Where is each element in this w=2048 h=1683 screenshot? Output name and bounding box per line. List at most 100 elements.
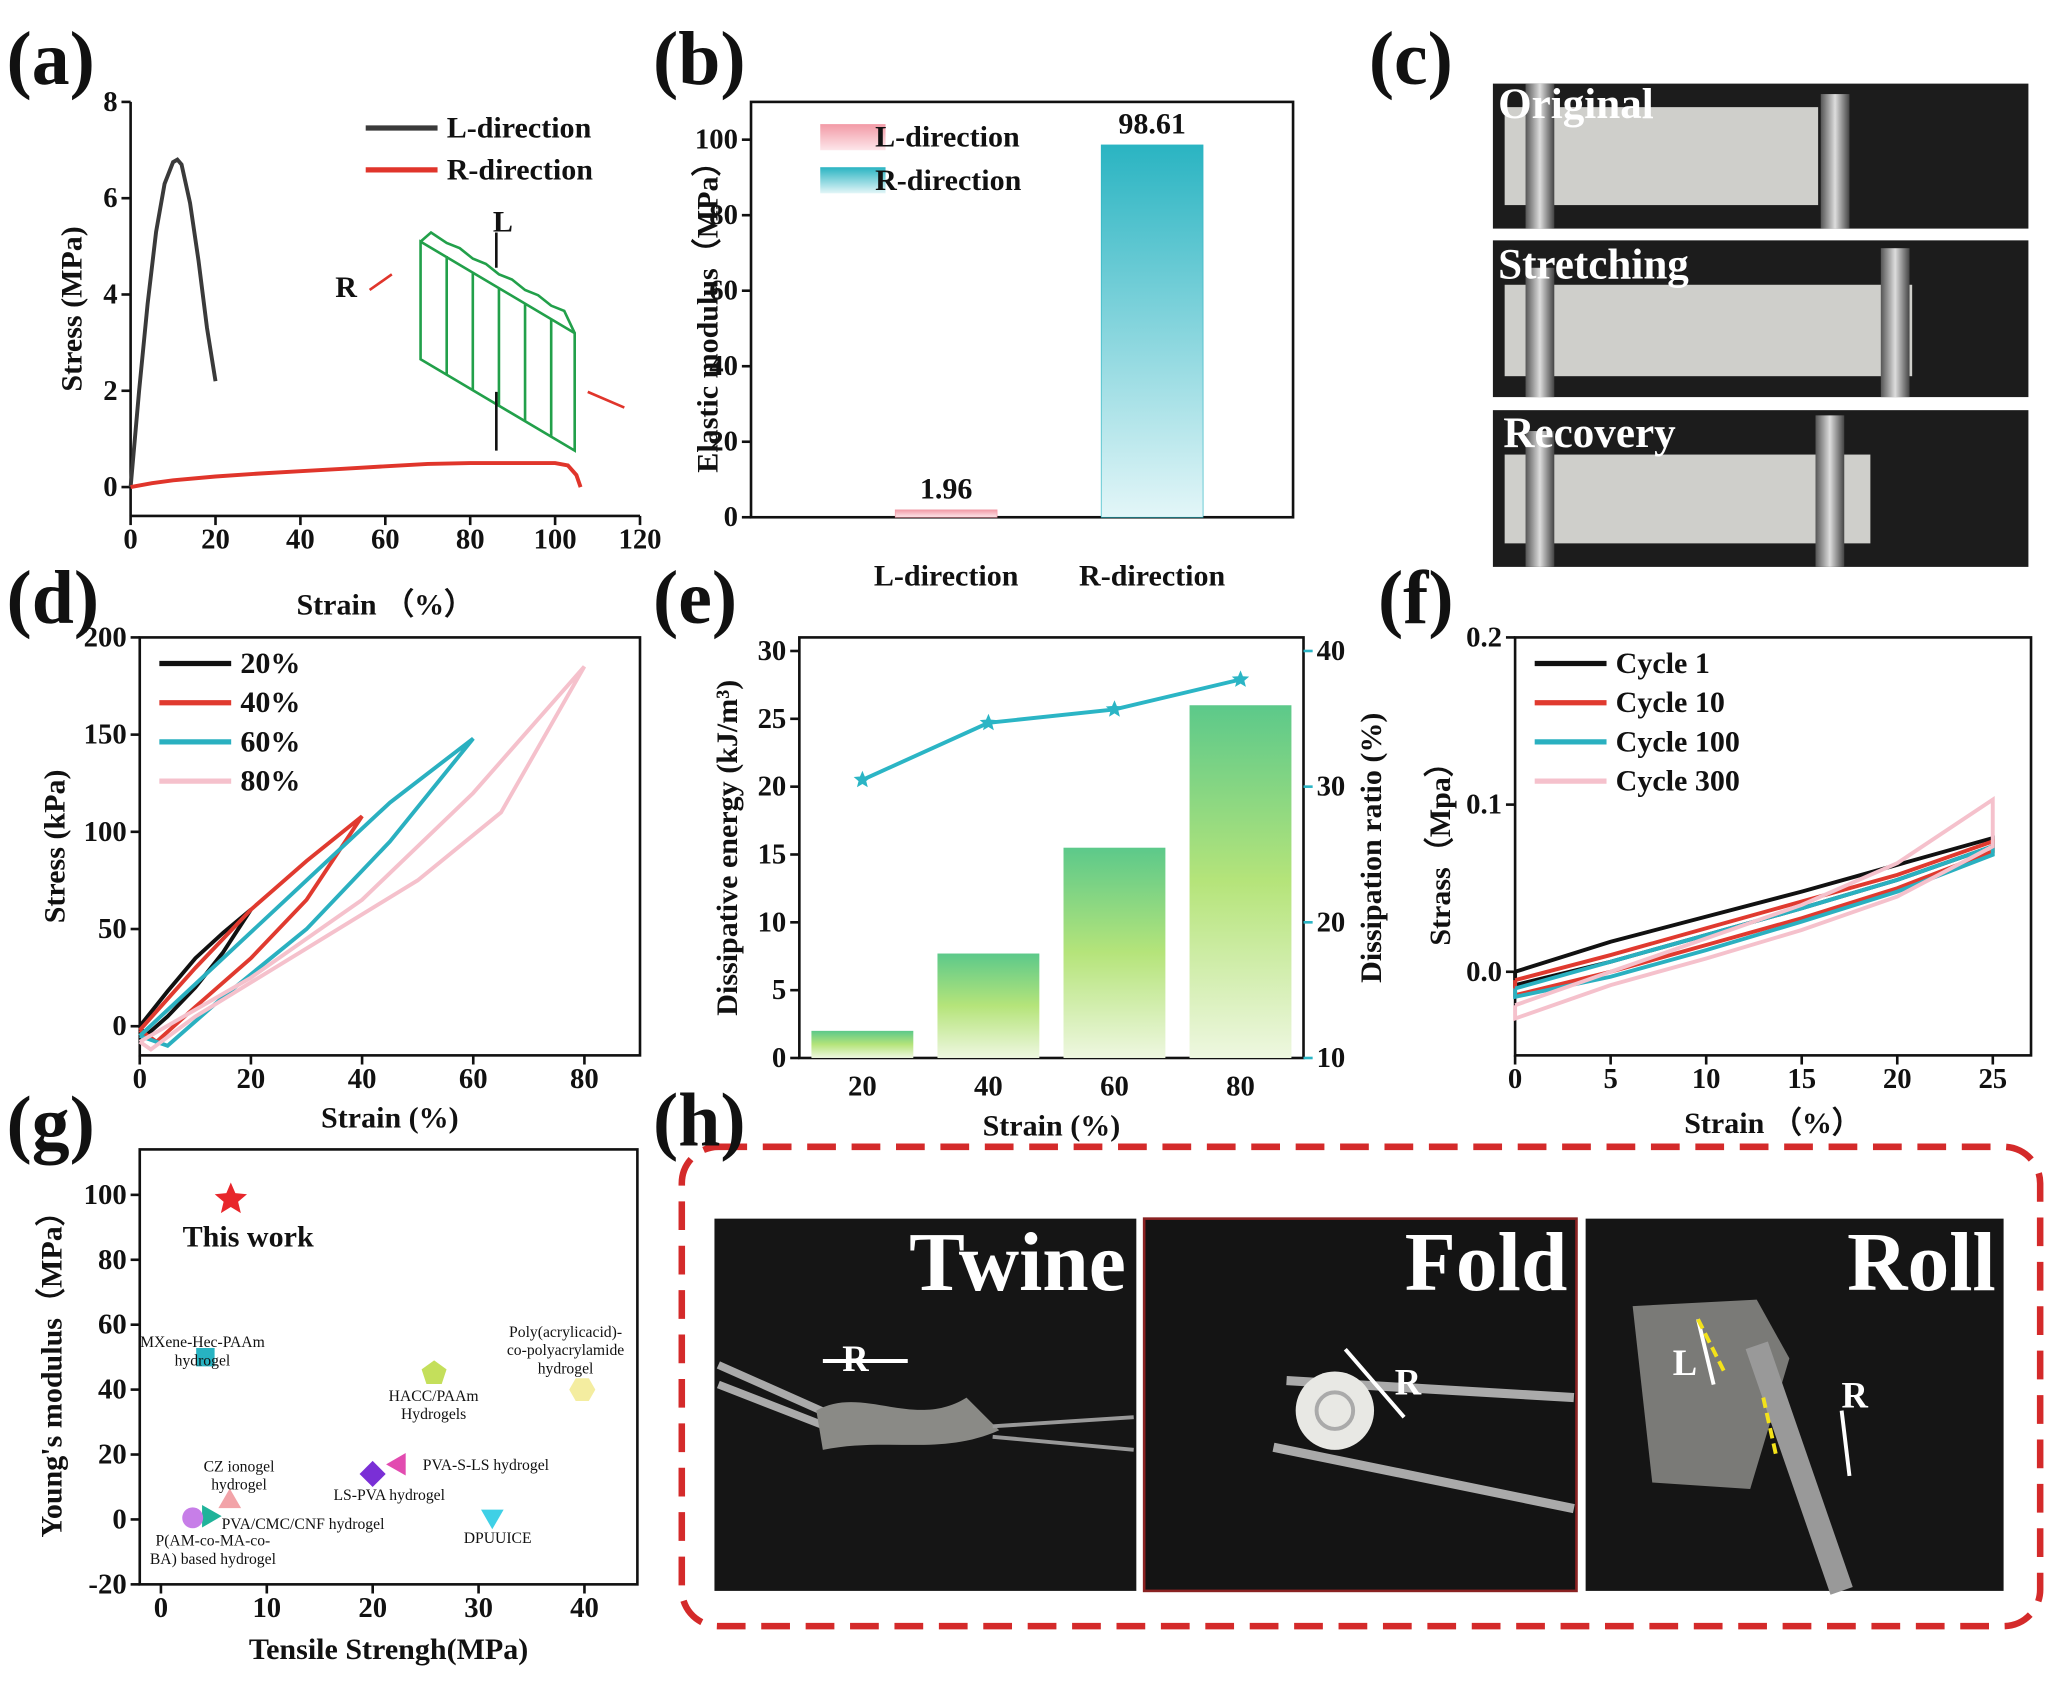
x-tick-label: 40 [974, 1071, 1003, 1103]
point-marker [1231, 670, 1250, 687]
point-marker [214, 1182, 247, 1214]
y-tick-label: 8 [103, 86, 117, 118]
y-tick-label: 20 [98, 1439, 127, 1471]
data-line [138, 736, 475, 1048]
y-tick-label: 25 [758, 703, 787, 735]
y-tick-label: 150 [84, 719, 127, 751]
bar [1189, 705, 1292, 1058]
y-axis-label: Elastic modulus（MPa） [690, 146, 724, 472]
data-line [1513, 838, 1995, 998]
dashed-frame [678, 1143, 2044, 1630]
x-tick-label: 120 [618, 523, 661, 555]
sample-strip [1504, 107, 1819, 206]
x-tick-label: 40 [348, 1063, 377, 1095]
panel-label: (e) [653, 556, 737, 640]
point-label: hydrogel [211, 1477, 267, 1494]
bar [894, 509, 998, 518]
clamp [1525, 431, 1555, 567]
sample-strip [1504, 454, 1871, 544]
point-marker [853, 770, 872, 788]
y2-tick-label: 10 [1317, 1042, 1346, 1074]
y-tick-label: 0.2 [1466, 621, 1502, 653]
legend-label: Cycle 100 [1616, 725, 1740, 758]
plot-frame [138, 636, 642, 1057]
y-tick-label: 0 [772, 1042, 786, 1074]
point-marker [218, 1488, 242, 1509]
y2-axis-label: Dissipation ratio (%) [1355, 713, 1388, 983]
clamp [1820, 94, 1850, 229]
legend-label: 80% [240, 765, 300, 798]
panel-label: (h) [653, 1079, 746, 1163]
photo-group: Twine Fold Roll R R L R (h) [653, 1079, 2044, 1630]
data-line [128, 157, 218, 488]
y2-tick-label: 30 [1317, 771, 1346, 803]
point-label: HACC/PAAm [389, 1388, 479, 1405]
guide-line [1696, 1318, 1779, 1457]
x-tick-label: 60 [371, 523, 400, 555]
x-axis-label: Strain (%) [321, 1102, 459, 1135]
y-tick-label: 60 [709, 275, 738, 307]
y-axis-label: Dissipative energy (kJ/m³) [711, 680, 744, 1016]
x-tick-label: R-direction [1079, 560, 1226, 593]
sample [816, 1397, 1000, 1450]
x-tick-label: 20 [358, 1592, 387, 1624]
x-tick-label: 20 [848, 1071, 877, 1103]
annotation: R [335, 271, 357, 304]
x-tick-label: 60 [459, 1063, 488, 1095]
point-label: This work [183, 1220, 314, 1253]
legend-swatch [820, 124, 886, 151]
photo-caption: Roll [1847, 1217, 1996, 1309]
legend-label: R-direction [875, 164, 1022, 197]
x-tick-label: 0 [133, 1063, 147, 1095]
point-label: PVA/CMC/CNF hydrogel [222, 1516, 385, 1533]
photo-caption: Recovery [1503, 410, 1676, 457]
point-label: P(AM-co-MA-co- [155, 1533, 270, 1550]
x-tick-label: 10 [1692, 1063, 1721, 1095]
data-line [1513, 795, 1995, 1022]
x-tick-label: 0 [123, 523, 137, 555]
value-label: 1.96 [920, 472, 973, 505]
y-tick-label: 0 [103, 471, 117, 503]
x-axis-label: Tensile Strengh(MPa) [249, 1633, 528, 1666]
y-tick-label: 0.1 [1466, 789, 1502, 821]
annotation: R [842, 1338, 869, 1379]
legend-label: Cycle 10 [1616, 686, 1725, 719]
x-axis-label: Strain （%） [1684, 1106, 1862, 1140]
panel-label: (c) [1369, 17, 1453, 101]
inset-diagram [368, 230, 625, 453]
point-marker [182, 1507, 204, 1529]
rod [1745, 1341, 1853, 1595]
x-tick-label: L-direction [874, 560, 1019, 593]
annotation: L [1673, 1342, 1697, 1383]
y-tick-label: 5 [772, 974, 786, 1006]
y-tick-label: 6 [103, 182, 117, 214]
plot-frame [798, 636, 1305, 1060]
y-axis-label: Strass（Mpa） [1423, 747, 1457, 946]
x-tick-label: 10 [252, 1592, 281, 1624]
point-marker [386, 1452, 406, 1476]
sample-roll [1314, 1390, 1356, 1431]
panel-label: (b) [653, 17, 746, 101]
plot-frame [1513, 636, 2033, 1057]
x-tick-label: 20 [201, 523, 230, 555]
y-tick-label: -20 [88, 1568, 126, 1600]
point-marker [421, 1360, 447, 1384]
clamp [1525, 267, 1555, 398]
point-marker [569, 1378, 596, 1401]
x-axis-label: Strain (%) [983, 1109, 1121, 1142]
photo-caption: Twine [909, 1217, 1126, 1309]
y-tick-label: 40 [709, 350, 738, 382]
bar [1063, 847, 1166, 1058]
y-axis-label: Stress (kPa) [38, 770, 71, 924]
clamp [1815, 415, 1845, 567]
data-line [861, 677, 1241, 782]
x-tick-label: 80 [456, 523, 485, 555]
y-tick-label: 200 [84, 621, 127, 653]
legend-label: L-direction [447, 112, 592, 145]
photo-group: Original Stretching Recovery (c) [1369, 17, 2029, 567]
legend-swatch [820, 167, 886, 194]
y-tick-label: 4 [103, 278, 117, 310]
y-tick-label: 40 [98, 1374, 127, 1406]
x-tick-label: 80 [1226, 1071, 1255, 1103]
